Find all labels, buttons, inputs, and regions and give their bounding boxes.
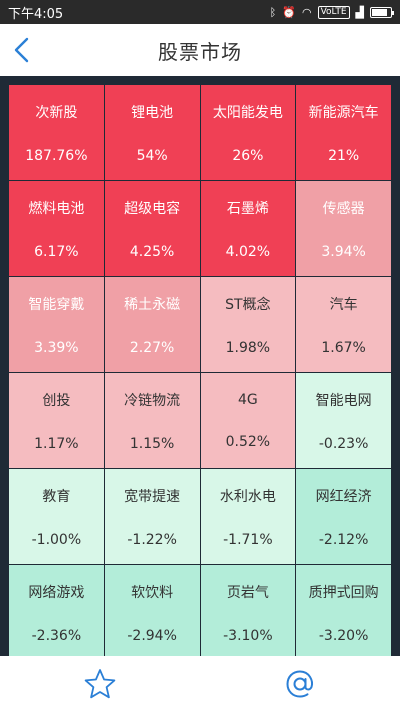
sector-cell[interactable]: 质押式回购 -3.20% xyxy=(296,565,391,660)
sector-cell[interactable]: 稀土永磁 2.27% xyxy=(104,277,200,372)
bottom-bar xyxy=(0,656,400,711)
sector-name: 传感器 xyxy=(322,200,365,217)
status-bar: 下午4:05 ᛒ ⏰ ◠ VoLTE ▟ xyxy=(0,0,400,24)
sector-name: 燃料电池 xyxy=(28,200,85,217)
sector-cell[interactable]: 燃料电池 6.17% xyxy=(9,181,104,276)
sector-change: -2.36% xyxy=(31,627,82,644)
sector-name: 汽车 xyxy=(329,296,358,313)
sector-cell[interactable]: 水利水电 -1.71% xyxy=(200,469,296,564)
sector-name: 网络游戏 xyxy=(28,584,85,601)
sector-cell[interactable]: 超级电容 4.25% xyxy=(104,181,200,276)
sector-change: 187.76% xyxy=(25,147,88,164)
sector-change: 1.17% xyxy=(34,435,79,452)
sector-change: 26% xyxy=(232,147,264,164)
sector-cell[interactable]: 锂电池 54% xyxy=(104,85,200,180)
sector-name: 水利水电 xyxy=(219,488,276,505)
sector-change: 1.15% xyxy=(129,435,175,452)
sector-cell[interactable]: 页岩气 -3.10% xyxy=(200,565,296,660)
sector-name: 质押式回购 xyxy=(308,584,379,601)
sector-change: 6.17% xyxy=(34,243,79,260)
sector-change: 21% xyxy=(328,147,360,164)
sector-name: ST概念 xyxy=(225,296,271,313)
sector-name: 新能源汽车 xyxy=(308,104,379,121)
sector-change: 3.39% xyxy=(34,339,79,356)
sector-change: -3.20% xyxy=(318,627,369,644)
sector-change: -1.71% xyxy=(223,531,273,548)
sector-name: 宽带提速 xyxy=(124,488,181,505)
sector-cell[interactable]: 教育 -1.00% xyxy=(9,469,104,564)
sector-cell[interactable]: 软饮料 -2.94% xyxy=(104,565,200,660)
sector-change: -3.10% xyxy=(223,627,273,644)
network-badge: VoLTE xyxy=(317,5,350,19)
sector-change: 1.67% xyxy=(321,339,366,356)
bluetooth-icon: ᛒ xyxy=(269,5,277,19)
sector-cell[interactable]: 传感器 3.94% xyxy=(296,181,391,276)
sector-name: 冷链物流 xyxy=(124,392,181,409)
sector-name: 网红经济 xyxy=(315,488,372,505)
sector-cell[interactable]: 智能穿戴 3.39% xyxy=(9,277,104,372)
alarm-icon: ⏰ xyxy=(282,5,296,19)
wifi-icon: ◠ xyxy=(301,5,312,19)
sector-name: 软饮料 xyxy=(131,584,174,601)
sector-change: 2.27% xyxy=(129,339,175,356)
page-title: 股票市场 xyxy=(158,39,242,64)
sector-name: 锂电池 xyxy=(131,104,174,121)
mention-button[interactable] xyxy=(280,664,320,704)
sector-cell[interactable]: 太阳能发电 26% xyxy=(200,85,296,180)
sector-cell[interactable]: 网络游戏 -2.36% xyxy=(9,565,104,660)
sector-name: 智能电网 xyxy=(315,392,372,409)
back-button[interactable] xyxy=(2,30,42,70)
sector-name: 教育 xyxy=(42,488,71,505)
sector-change: -2.12% xyxy=(318,531,369,548)
sector-name: 智能穿戴 xyxy=(28,296,85,313)
sector-change: 54% xyxy=(136,147,168,164)
sector-grid: 次新股 187.76% 锂电池 54% 太阳能发电 26% 新能源汽车 21% 燃料电池 6.17… xyxy=(9,85,391,660)
favorites-button[interactable] xyxy=(80,664,120,704)
sector-cell[interactable]: 次新股 187.76% xyxy=(9,85,104,180)
sector-change: 0.52% xyxy=(225,433,271,450)
sector-cell[interactable]: 冷链物流 1.15% xyxy=(104,373,200,468)
sector-change: -0.23% xyxy=(318,435,369,452)
sector-cell[interactable]: 网红经济 -2.12% xyxy=(296,469,391,564)
sector-change: 4.25% xyxy=(129,243,175,260)
status-time: 下午4:05 xyxy=(8,6,64,22)
sector-change: -2.94% xyxy=(127,627,177,644)
status-icons: ᛒ ⏰ ◠ VoLTE ▟ xyxy=(269,5,394,19)
battery-icon xyxy=(370,6,394,18)
at-icon xyxy=(286,669,313,698)
sector-cell[interactable]: 智能电网 -0.23% xyxy=(296,373,391,468)
sector-name: 创投 xyxy=(42,392,71,409)
sector-cell[interactable]: 汽车 1.67% xyxy=(296,277,391,372)
sector-cell[interactable]: 新能源汽车 21% xyxy=(296,85,391,180)
sector-heatmap: 次新股 187.76% 锂电池 54% 太阳能发电 26% 新能源汽车 21% 燃料电池 6.17… xyxy=(0,76,400,660)
chevron-left-icon xyxy=(14,37,29,63)
sector-name: 石墨烯 xyxy=(226,200,269,217)
sector-name: 页岩气 xyxy=(226,584,269,601)
sector-name: 4G xyxy=(237,391,258,408)
signal-icon: ▟ xyxy=(355,5,364,19)
header: 股票市场 xyxy=(0,24,400,76)
sector-change: -1.00% xyxy=(31,531,82,548)
sector-name: 太阳能发电 xyxy=(212,104,283,121)
sector-change: 3.94% xyxy=(321,243,366,260)
sector-cell[interactable]: 创投 1.17% xyxy=(9,373,104,468)
sector-change: 4.02% xyxy=(225,243,271,260)
sector-change: -1.22% xyxy=(127,531,177,548)
sector-cell[interactable]: 宽带提速 -1.22% xyxy=(104,469,200,564)
sector-change: 1.98% xyxy=(225,339,271,356)
sector-cell[interactable]: 4G 0.52% xyxy=(200,373,296,468)
sector-name: 超级电容 xyxy=(124,200,181,217)
star-icon xyxy=(84,668,116,698)
sector-name: 次新股 xyxy=(35,104,78,121)
sector-cell[interactable]: ST概念 1.98% xyxy=(200,277,296,372)
sector-cell[interactable]: 石墨烯 4.02% xyxy=(200,181,296,276)
sector-name: 稀土永磁 xyxy=(124,296,181,313)
